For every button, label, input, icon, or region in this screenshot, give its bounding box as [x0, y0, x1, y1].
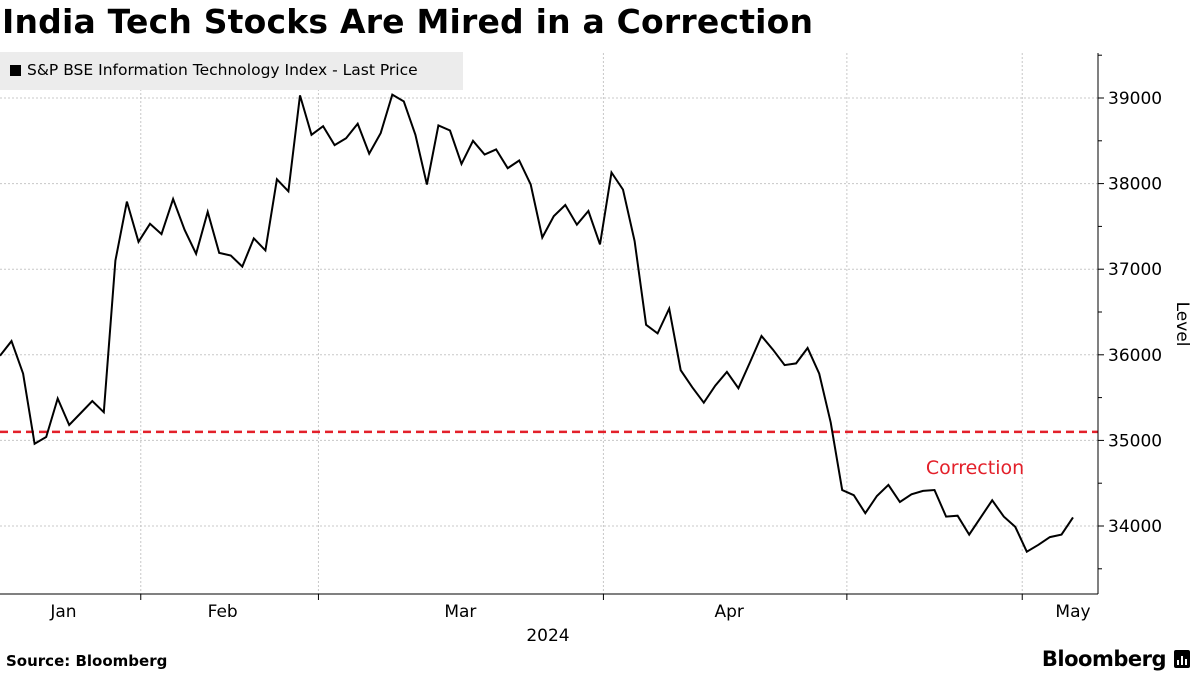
series-line-it-index — [0, 93, 1074, 554]
y-tick-label: 39000 — [1108, 89, 1162, 109]
x-tick-label: Jan — [49, 602, 76, 622]
correction-label: Correction — [926, 457, 1024, 479]
bar-chart-icon — [1174, 650, 1190, 668]
legend: S&P BSE Information Technology Index - L… — [0, 52, 463, 90]
series-layer — [0, 93, 1074, 554]
brand-logo: Bloomberg — [1042, 647, 1190, 671]
x-tick-label: Feb — [208, 602, 238, 622]
y-tick-label: 38000 — [1108, 175, 1162, 195]
x-tick-label: Apr — [714, 602, 743, 622]
y-tick-label: 35000 — [1108, 431, 1162, 451]
y-tick-label: 34000 — [1108, 517, 1162, 537]
y-tick-label: 36000 — [1108, 346, 1162, 366]
reference-line-layer: Correction — [0, 430, 1098, 479]
legend-label: S&P BSE Information Technology Index - L… — [27, 61, 418, 79]
source-note: Source: Bloomberg — [6, 652, 168, 670]
axis-layer: 34000 35000 36000 37000 38000 39000 Jan Feb Mar A… — [0, 53, 1192, 646]
brand-name: Bloomberg — [1041, 647, 1167, 671]
chart-title: India Tech Stocks Are Mired in a Correct… — [2, 2, 814, 41]
x-tick-label: Mar — [444, 602, 476, 622]
x-tick-label: May — [1055, 602, 1090, 622]
y-axis-title: Level — [1172, 302, 1192, 347]
grid-layer — [0, 53, 1098, 594]
y-tick-label: 37000 — [1108, 260, 1162, 280]
x-axis-year-label: 2024 — [526, 626, 569, 646]
legend-swatch — [10, 65, 21, 76]
